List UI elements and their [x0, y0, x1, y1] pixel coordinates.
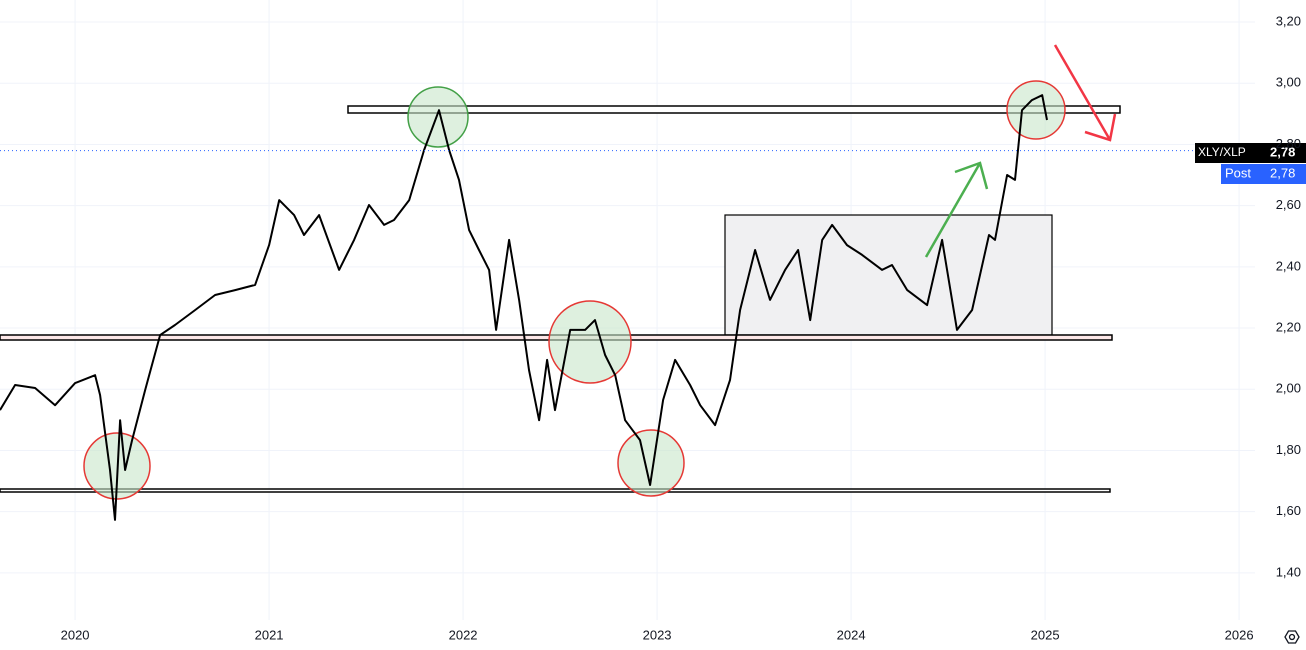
symbol-tag: [1195, 143, 1264, 163]
resistance-level: [347, 105, 1121, 114]
settings-icon[interactable]: [1284, 630, 1300, 644]
y-tick-label: 1,60: [1276, 503, 1301, 518]
price-label: 2,78: [1270, 144, 1295, 159]
y-tick-label: 1,40: [1276, 564, 1301, 579]
symbol-label: XLY/XLP: [1198, 145, 1246, 159]
x-tick-label: 2025: [1031, 627, 1060, 642]
price-tag: [1264, 143, 1306, 163]
post-name: Post: [1225, 165, 1251, 180]
x-tick-label: 2022: [449, 627, 478, 642]
post-price-tag: [1264, 164, 1306, 184]
up-arrow: [924, 161, 989, 258]
down-arrow: [1053, 44, 1117, 142]
x-tick-label: 2024: [837, 627, 866, 642]
post-price-label: 2,78: [1270, 165, 1295, 180]
price-line: [0, 94, 1048, 521]
circle-marker: [548, 300, 632, 384]
y-tick-label: 3,00: [1276, 75, 1301, 90]
y-tick-label: 1,80: [1276, 442, 1301, 457]
circle-marker: [617, 429, 685, 497]
y-tick-label: 2,60: [1276, 197, 1301, 212]
y-tick-label: 2,80: [1276, 136, 1301, 151]
range-box: [724, 214, 1053, 336]
y-tick-label: 2,40: [1276, 258, 1301, 273]
x-tick-label: 2023: [643, 627, 672, 642]
circle-marker: [407, 86, 469, 148]
x-tick-label: 2026: [1225, 627, 1254, 642]
post-tag: [1221, 164, 1264, 184]
support-level: [0, 488, 1111, 493]
circle-marker: [1006, 80, 1066, 140]
y-tick-label: 3,20: [1276, 13, 1301, 28]
x-tick-label: 2020: [61, 627, 90, 642]
y-tick-label: 2,20: [1276, 319, 1301, 334]
x-tick-label: 2021: [255, 627, 284, 642]
y-tick-label: 2,00: [1276, 381, 1301, 396]
